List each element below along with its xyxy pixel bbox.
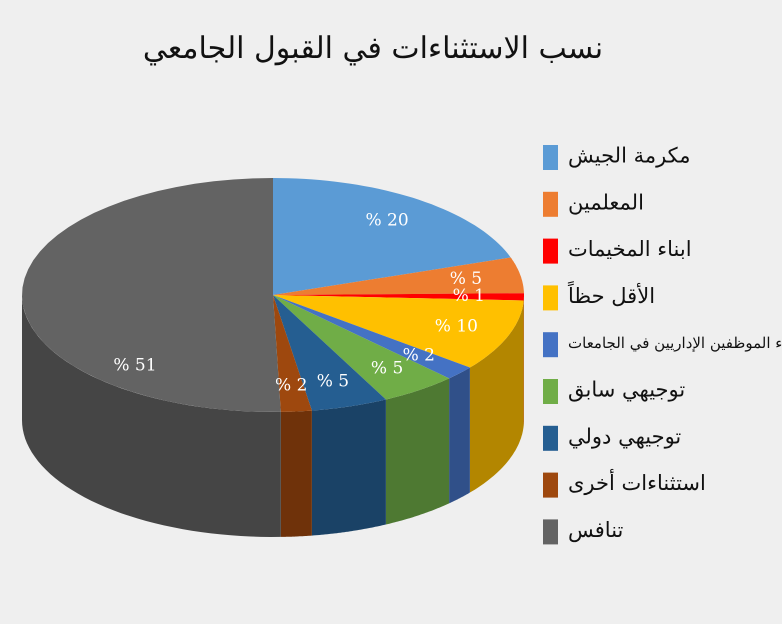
legend-label: المعلمين [568,190,644,215]
slice-side [449,367,470,504]
legend-label: ابناء الموظفين الإداريين في الجامعات [568,334,782,352]
data-label: % 5 [317,371,349,391]
slice-side [280,410,312,537]
slice [273,295,470,379]
data-label: % 2 [403,345,435,365]
slice [273,257,524,295]
slice-side [22,295,281,537]
data-label: % 51 [113,356,156,376]
data-label: % 5 [371,359,403,379]
data-label: % 5 [450,269,482,289]
slice [273,295,312,412]
slice-side [385,378,450,525]
legend-label: توجيهي دولي [568,424,681,449]
legend-label: تنافس [568,518,624,543]
legend-swatch [543,332,558,358]
slice [273,295,524,368]
slice [273,178,511,295]
slice [22,178,281,412]
legend-label: ابناء المخيمات [568,237,692,261]
legend-swatch [543,238,558,264]
legend-swatch [543,519,558,545]
legend-label: استثناءات أخرى [568,468,706,496]
data-label: % 2 [275,375,307,395]
legend-swatch [543,285,558,311]
data-label: % 20 [365,210,408,230]
legend-label: مكرمة الجيش [568,144,691,169]
legend-swatch [543,472,558,498]
legend-swatch [543,191,558,217]
legend-swatch [543,145,558,170]
slice [273,293,524,301]
chart-title: نسب الاستثناءات في القبول الجامعي [143,31,603,66]
slice-side [469,300,524,493]
slice [273,295,450,400]
data-label: % 10 [435,316,478,336]
legend-swatch [543,379,558,404]
slice-side [311,399,386,536]
slice [273,295,386,411]
legend-swatch [543,425,558,451]
data-label: % 1 [453,286,485,306]
legend-label: الأقل حظاً [568,280,655,308]
legend-label: توجيهي سابق [568,378,685,403]
